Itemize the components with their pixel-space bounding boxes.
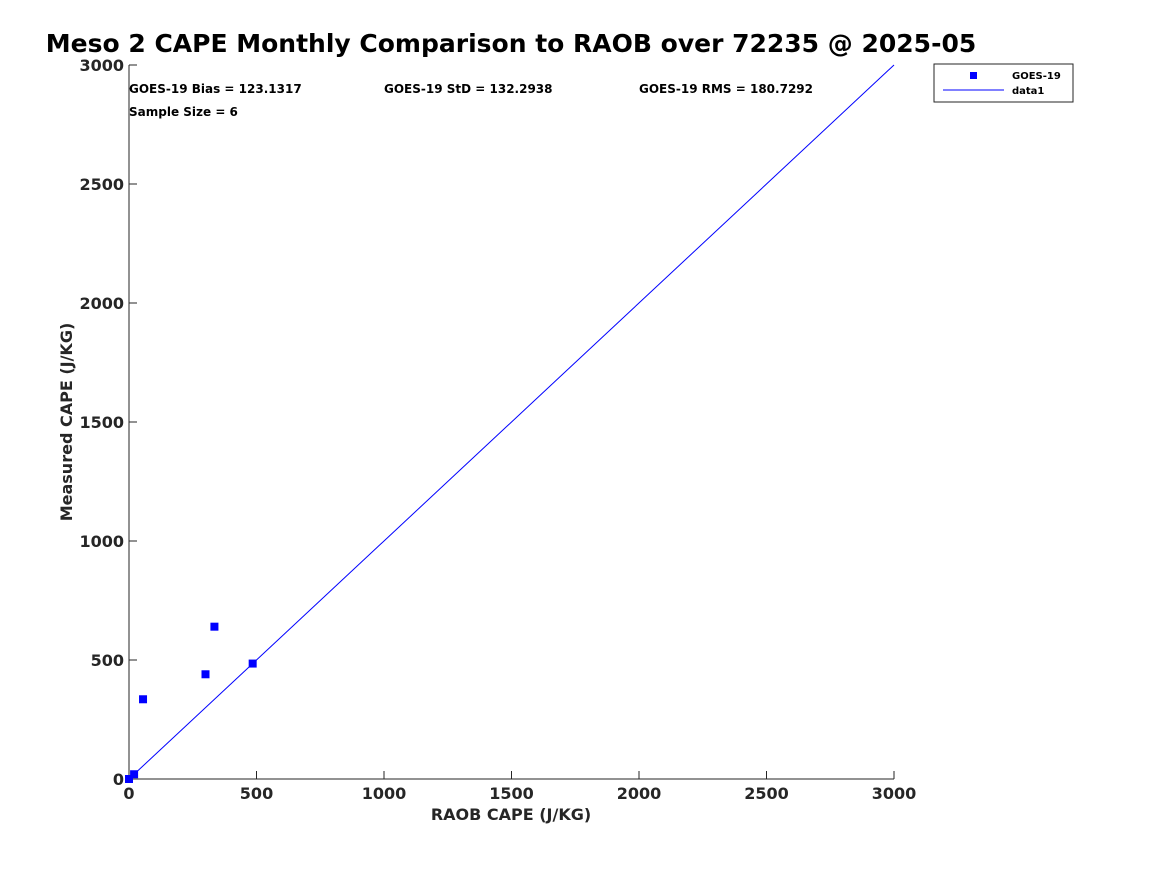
x-tick-label: 3000: [872, 784, 917, 803]
x-tick-label: 2500: [744, 784, 789, 803]
chart-title: Meso 2 CAPE Monthly Comparison to RAOB o…: [46, 29, 976, 58]
y-tick-label: 500: [91, 651, 124, 670]
legend-label-data1: data1: [1012, 86, 1044, 97]
rms-annotation: GOES-19 RMS = 180.7292: [639, 82, 813, 96]
x-tick-label: 1000: [362, 784, 407, 803]
legend-box: [933, 63, 1074, 103]
y-axis-label: Measured CAPE (J/KG): [57, 323, 76, 522]
legend: GOES-19 data1: [933, 63, 1074, 103]
bias-annotation: GOES-19 Bias = 123.1317: [129, 82, 302, 96]
stats-annotations: GOES-19 Bias = 123.1317 GOES-19 StD = 13…: [129, 82, 813, 119]
y-tick-label: 2000: [79, 294, 124, 313]
y-tick-label: 1500: [79, 413, 124, 432]
y-tick-label: 3000: [79, 56, 124, 75]
legend-label-goes19: GOES-19: [1012, 71, 1061, 82]
y-axis-ticks: 0 500 1000 1500 2000 2500 3000: [79, 56, 137, 789]
data-point-GOES-19: [125, 775, 133, 783]
data-point-GOES-19: [130, 770, 139, 779]
x-tick-label: 0: [123, 784, 134, 803]
data-point-GOES-19: [201, 670, 210, 679]
x-tick-label: 500: [240, 784, 273, 803]
x-tick-label: 1500: [489, 784, 534, 803]
x-axis-ticks: 0 500 1000 1500 2000 2500 3000: [123, 771, 916, 803]
data-point-GOES-19: [139, 695, 148, 704]
sample-size-annotation: Sample Size = 6: [129, 105, 238, 119]
y-tick-label: 0: [113, 770, 124, 789]
y-tick-label: 1000: [79, 532, 124, 551]
legend-marker-goes19: [970, 72, 977, 79]
std-annotation: GOES-19 StD = 132.2938: [384, 82, 553, 96]
data-point-GOES-19: [248, 659, 257, 668]
x-tick-label: 2000: [617, 784, 662, 803]
data-point-GOES-19: [210, 622, 219, 631]
series-layer: [125, 64, 895, 783]
x-axis-label: RAOB CAPE (J/KG): [431, 805, 591, 824]
y-tick-label: 2500: [79, 175, 124, 194]
